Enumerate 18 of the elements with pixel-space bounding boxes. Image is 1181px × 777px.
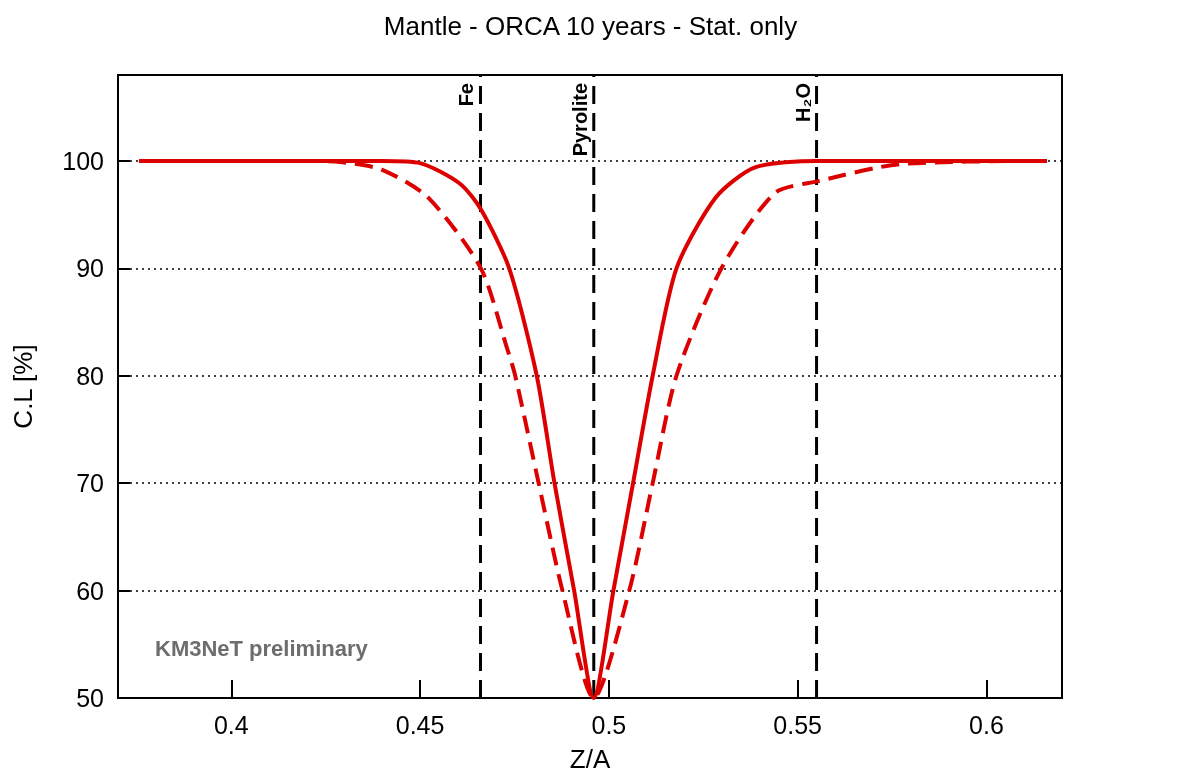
x-tick-label: 0.5 — [591, 710, 627, 739]
y-tick-label: 70 — [76, 469, 104, 498]
y-tick-label: 80 — [76, 361, 104, 390]
annotation: KM3NeT preliminary — [155, 635, 369, 661]
y-tick-label: 100 — [62, 146, 104, 175]
y-tick-label: 90 — [76, 254, 104, 283]
x-tick-label: 0.4 — [213, 710, 249, 739]
chart-title: Mantle - ORCA 10 years - Stat. only — [383, 11, 798, 41]
y-tick-label: 50 — [76, 684, 104, 712]
x-axis-title: Z/A — [569, 744, 611, 774]
ref-line-label: H₂O — [791, 83, 814, 122]
y-tick-label: 60 — [76, 576, 104, 605]
ref-line-label: Fe — [455, 83, 478, 107]
ref-line-label: Pyrolite — [568, 83, 591, 157]
x-tick-label: 0.55 — [773, 710, 823, 739]
x-tick-label: 0.6 — [969, 710, 1004, 739]
y-axis-title: C.L [%] — [8, 344, 38, 429]
x-tick-label: 0.45 — [395, 710, 445, 739]
